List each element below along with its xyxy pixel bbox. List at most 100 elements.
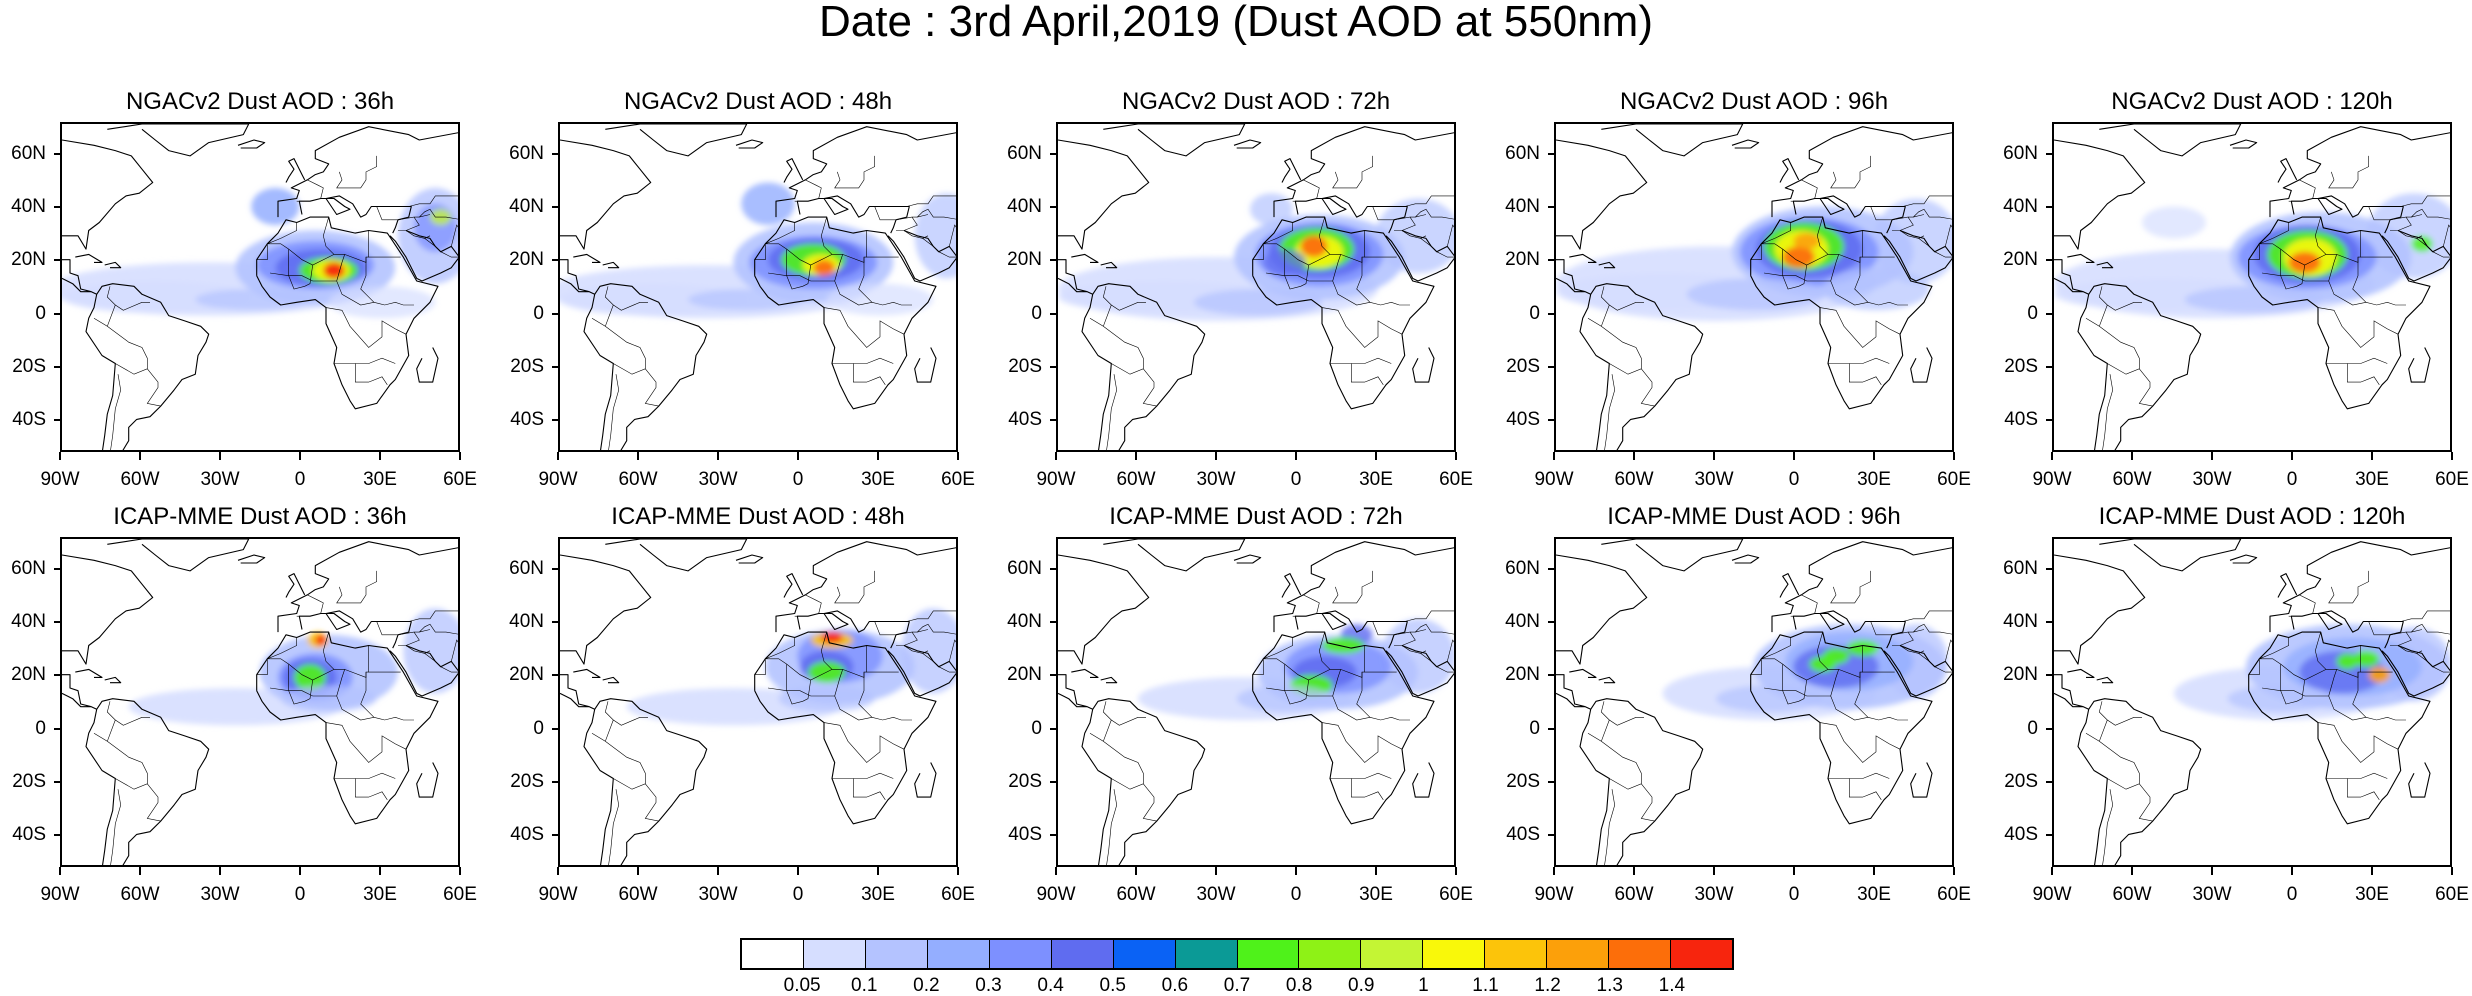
lat-tick-label: 40S [12,824,46,846]
colorbar-label: 0.4 [1037,975,1064,996]
colorbar-label: 0.8 [1285,975,1313,996]
coastline-layer [560,124,956,450]
lat-tick-label: 60N [2003,557,2038,579]
lat-tick-label: 60N [1007,142,1042,164]
lon-tick-label: 60W [1116,469,1156,490]
lon-tick-label: 60W [618,884,658,905]
lon-tick-label: 30E [861,884,895,905]
map-plot-area [1554,537,1954,867]
lon-tick [1215,452,1217,460]
country-border-layer [1556,570,1952,865]
lat-tick [552,206,558,209]
lon-tick-label: 30W [1694,884,1734,905]
lon-tick [1873,452,1875,460]
lat-tick-label: 40N [1505,611,1540,633]
lon-tick-label: 60W [120,469,160,490]
lon-tick-label: 60E [941,884,975,905]
colorbar-swatch [1423,940,1486,968]
lat-tick [552,834,558,837]
dust-aod-map [1058,539,1454,865]
lat-tick-label: 20S [1506,770,1540,792]
lon-tick [1713,867,1715,875]
lat-tick [54,834,60,837]
lat-tick [552,621,558,624]
lat-tick-label: 20N [1007,664,1042,686]
lat-tick [1050,206,1056,209]
lon-tick-label: 30W [200,884,240,905]
lon-tick-label: 30W [2192,884,2232,905]
lat-tick-label: 0 [35,717,46,739]
country-border-layer [62,570,458,865]
lat-tick-label: 20N [1007,249,1042,271]
lat-tick-label: 60N [509,557,544,579]
lon-tick-label: 60W [120,884,160,905]
lat-tick [1548,259,1554,262]
lat-tick [1050,674,1056,677]
colorbar-swatch [865,940,928,968]
lon-tick [1295,452,1297,460]
lon-tick [717,452,719,460]
lon-tick-label: 60E [1937,469,1971,490]
lon-tick [2131,452,2133,460]
lon-tick-label: 0 [1290,884,1302,905]
lat-tick-label: 40S [1506,409,1540,431]
country-border-layer [1556,155,1952,450]
lat-tick [2046,621,2052,624]
lat-tick [1548,152,1554,155]
dust-plume-layer [626,608,956,726]
colorbar-swatch [1113,940,1176,968]
lon-tick-label: 30W [200,469,240,490]
country-border-layer [1058,570,1454,865]
lon-tick [1553,867,1555,875]
lat-tick-label: 40S [510,409,544,431]
lon-tick [2371,452,2373,460]
panel-title: ICAP-MME Dust AOD : 36h [113,503,407,530]
lat-tick [54,621,60,624]
lon-tick-label: 60E [1937,884,1971,905]
lat-tick-label: 60N [1505,557,1540,579]
lon-tick [797,452,799,460]
lat-tick-label: 0 [533,717,544,739]
lat-tick-label: 20N [509,249,544,271]
lat-tick [1050,312,1056,315]
lat-tick [1050,365,1056,368]
dust-aod-map [2054,539,2450,865]
lat-tick [1050,259,1056,262]
lat-tick [2046,834,2052,837]
lon-tick [1553,452,1555,460]
lon-tick [2451,452,2453,460]
lon-tick [2291,867,2293,875]
lat-tick [1050,834,1056,837]
lat-tick-label: 60N [11,557,46,579]
lon-tick [1713,452,1715,460]
lat-tick-label: 0 [1529,717,1540,739]
lon-tick-label: 0 [2286,469,2298,490]
map-plot-area [1056,537,1456,867]
lon-tick [1455,452,1457,460]
lon-tick [797,867,799,875]
lat-tick-label: 20N [1505,249,1540,271]
panel-title: ICAP-MME Dust AOD : 120h [2098,503,2406,530]
lat-tick-label: 20N [1505,664,1540,686]
lat-tick-label: 40N [2003,611,2038,633]
lat-tick [552,780,558,783]
lon-tick [557,867,559,875]
lon-tick-label: 60E [2435,884,2469,905]
lon-tick-label: 60W [2112,884,2152,905]
lon-tick-label: 30W [698,884,738,905]
map-plot-area [1056,122,1456,452]
colorbar-swatch [1361,940,1424,968]
lon-tick-label: 60E [443,884,477,905]
lon-tick [379,452,381,460]
lat-tick [1050,567,1056,570]
lon-tick-label: 90W [2032,469,2072,490]
colorbar-swatch [1051,940,1114,968]
lat-tick [2046,780,2052,783]
coastline-layer [1556,124,1952,450]
lon-tick [2291,452,2293,460]
colorbar-label: 1.2 [1534,975,1561,996]
lat-tick [1548,834,1554,837]
lat-tick [54,206,60,209]
lat-tick-label: 20N [11,664,46,686]
colorbar-label: 0.9 [1348,975,1375,996]
